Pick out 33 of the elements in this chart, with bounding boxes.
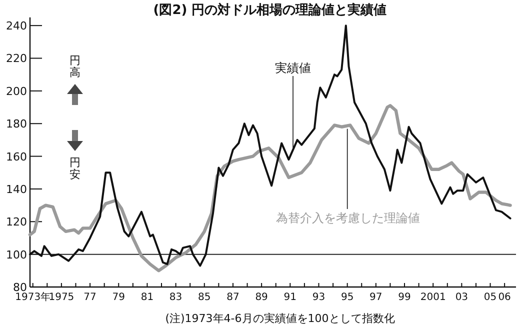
x-tick-label: 03 [455, 292, 468, 303]
x-tick-label: 06 [498, 292, 511, 303]
x-tick-label: 89 [255, 292, 268, 303]
y-tick-label: 160 [6, 150, 27, 164]
x-tick-label: 97 [370, 292, 382, 303]
x-tick-label: 2001 [420, 292, 446, 303]
y-tick-label: 180 [6, 118, 27, 131]
x-tick-label: 1973年 [15, 291, 51, 303]
x-tick-label: 79 [112, 292, 125, 303]
x-tick-label: 83 [169, 292, 182, 303]
x-tick-label: 95 [340, 292, 354, 303]
y-tick-label: 220 [6, 52, 27, 66]
y-tick-label: 100 [6, 248, 27, 262]
annotation: 円安 [70, 156, 80, 181]
x-tick-label: 85 [198, 292, 211, 303]
x-tick-label: 81 [140, 292, 154, 303]
y-tick-label: 120 [6, 216, 27, 229]
x-tick-label: 87 [226, 292, 240, 303]
x-tick-label: 05 [484, 292, 497, 303]
annotation: 円高 [70, 54, 80, 79]
x-tick-label: 93 [312, 292, 326, 303]
x-tick-label: 99 [398, 292, 411, 303]
text: 為替介入を考慮した理論値 [276, 211, 420, 225]
y-tick-label: 80 [13, 281, 27, 294]
x-tick-label: 77 [84, 292, 96, 303]
y-tick-label: 200 [6, 84, 27, 98]
series-label: 実績値 [275, 61, 311, 75]
chart-title: (図2) 円の対ドル相場の理論値と実績値 [153, 2, 387, 18]
y-tick-label: 240 [6, 20, 27, 33]
y-tick-label: 140 [6, 182, 27, 196]
x-tick-label: 91 [284, 292, 297, 303]
x-tick-label: 1975 [48, 292, 74, 303]
annotation: (注)1973年4-6月の実績値を100として指数化 [165, 312, 395, 325]
